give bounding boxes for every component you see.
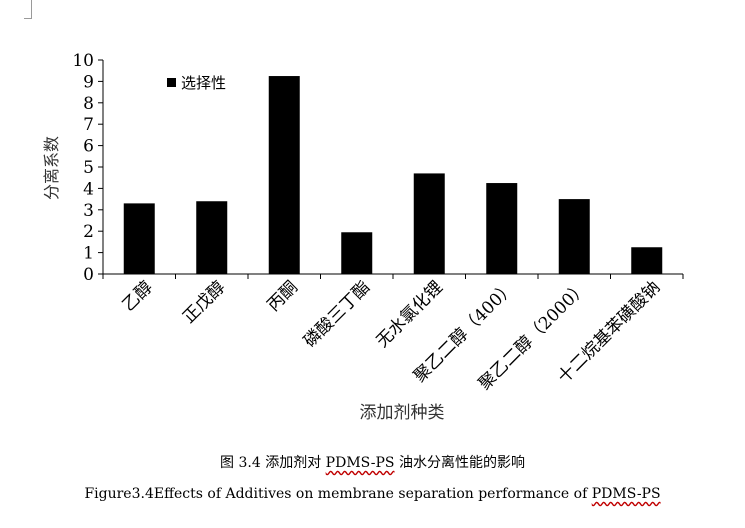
y-tick-label: 0 bbox=[83, 265, 94, 285]
y-tick-label: 4 bbox=[83, 179, 94, 199]
bar bbox=[413, 173, 445, 274]
legend: 选择性 bbox=[167, 74, 226, 92]
y-tick-label: 7 bbox=[83, 115, 94, 135]
category-label: 正戊醇 bbox=[179, 277, 229, 327]
y-tick-label: 10 bbox=[72, 51, 94, 71]
legend-label: 选择性 bbox=[181, 74, 226, 92]
y-tick-label: 3 bbox=[83, 201, 94, 221]
bar bbox=[268, 76, 300, 274]
y-tick-label: 8 bbox=[83, 94, 94, 114]
bar bbox=[486, 183, 518, 274]
caption-en-prefix: Figure3.4Effects of Additives on membran… bbox=[84, 486, 592, 502]
x-axis-label: 添加剂种类 bbox=[360, 403, 445, 423]
caption-cn-term: PDMS-PS bbox=[325, 455, 395, 471]
y-tick-label: 2 bbox=[83, 222, 94, 242]
bar bbox=[123, 203, 155, 274]
category-label: 无水氯化锂 bbox=[373, 277, 447, 351]
caption-en-term: PDMS-PS bbox=[591, 486, 661, 502]
y-tick-label: 9 bbox=[83, 72, 94, 92]
y-tick-label: 1 bbox=[83, 244, 94, 264]
legend-swatch bbox=[167, 78, 176, 87]
category-label: 乙醇 bbox=[119, 277, 157, 315]
y-tick-label: 6 bbox=[83, 137, 94, 157]
y-tick-label: 5 bbox=[83, 158, 94, 178]
bar bbox=[631, 247, 663, 274]
corner-mark bbox=[24, 0, 32, 19]
category-label: 丙酮 bbox=[264, 277, 302, 315]
y-axis-label: 分离系数 bbox=[42, 136, 61, 200]
x-axis-ticks bbox=[102, 274, 684, 279]
caption-chinese: 图 3.4 添加剂对 PDMS-PS 油水分离性能的影响 bbox=[0, 452, 745, 472]
bar bbox=[558, 199, 590, 274]
category-label: 磷酸三丁酯 bbox=[300, 277, 374, 351]
caption-cn-suffix: 油水分离性能的影响 bbox=[394, 455, 525, 471]
caption-english: Figure3.4Effects of Additives on membran… bbox=[0, 486, 745, 502]
bar bbox=[196, 201, 228, 274]
category-labels: 乙醇 正戊醇 丙酮磷酸三丁酯无水氯化锂聚乙二醇（400）聚乙二醇（2000）十二烷基… bbox=[119, 277, 665, 394]
bar bbox=[341, 232, 373, 274]
bars bbox=[123, 76, 663, 274]
caption-cn-prefix: 图 3.4 添加剂对 bbox=[220, 455, 326, 471]
